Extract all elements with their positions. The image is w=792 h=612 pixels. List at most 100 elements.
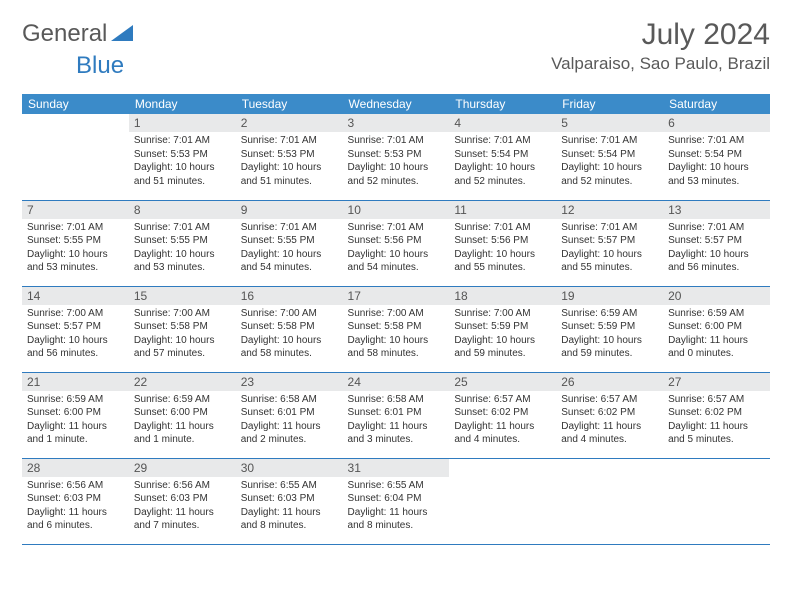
day-cell: 29Sunrise: 6:56 AMSunset: 6:03 PMDayligh… <box>129 458 236 544</box>
day-number: 27 <box>663 373 770 391</box>
day-header: Sunday <box>22 94 129 114</box>
day-number: 13 <box>663 201 770 219</box>
day-number: 15 <box>129 287 236 305</box>
day-cell: 18Sunrise: 7:00 AMSunset: 5:59 PMDayligh… <box>449 286 556 372</box>
day-cell: 3Sunrise: 7:01 AMSunset: 5:53 PMDaylight… <box>343 114 450 200</box>
day-data: Sunrise: 6:55 AMSunset: 6:03 PMDaylight:… <box>236 477 343 535</box>
day-number: 11 <box>449 201 556 219</box>
day-number: 23 <box>236 373 343 391</box>
day-cell: 7Sunrise: 7:01 AMSunset: 5:55 PMDaylight… <box>22 200 129 286</box>
day-cell: 25Sunrise: 6:57 AMSunset: 6:02 PMDayligh… <box>449 372 556 458</box>
week-row: 21Sunrise: 6:59 AMSunset: 6:00 PMDayligh… <box>22 372 770 458</box>
day-data: Sunrise: 6:59 AMSunset: 5:59 PMDaylight:… <box>556 305 663 363</box>
day-data: Sunrise: 7:01 AMSunset: 5:57 PMDaylight:… <box>556 219 663 277</box>
day-data: Sunrise: 7:00 AMSunset: 5:57 PMDaylight:… <box>22 305 129 363</box>
day-data: Sunrise: 6:55 AMSunset: 6:04 PMDaylight:… <box>343 477 450 535</box>
day-number: 18 <box>449 287 556 305</box>
day-cell: 16Sunrise: 7:00 AMSunset: 5:58 PMDayligh… <box>236 286 343 372</box>
day-data: Sunrise: 6:59 AMSunset: 6:00 PMDaylight:… <box>22 391 129 449</box>
day-data: Sunrise: 7:00 AMSunset: 5:58 PMDaylight:… <box>129 305 236 363</box>
day-header-row: Sunday Monday Tuesday Wednesday Thursday… <box>22 94 770 114</box>
day-data: Sunrise: 7:00 AMSunset: 5:58 PMDaylight:… <box>236 305 343 363</box>
day-number <box>22 114 129 132</box>
week-row: 7Sunrise: 7:01 AMSunset: 5:55 PMDaylight… <box>22 200 770 286</box>
week-row: 1Sunrise: 7:01 AMSunset: 5:53 PMDaylight… <box>22 114 770 200</box>
day-number: 8 <box>129 201 236 219</box>
week-row: 28Sunrise: 6:56 AMSunset: 6:03 PMDayligh… <box>22 458 770 544</box>
day-number: 19 <box>556 287 663 305</box>
day-number: 4 <box>449 114 556 132</box>
day-header: Friday <box>556 94 663 114</box>
day-cell: 1Sunrise: 7:01 AMSunset: 5:53 PMDaylight… <box>129 114 236 200</box>
week-row: 14Sunrise: 7:00 AMSunset: 5:57 PMDayligh… <box>22 286 770 372</box>
day-data: Sunrise: 7:00 AMSunset: 5:58 PMDaylight:… <box>343 305 450 363</box>
day-number: 2 <box>236 114 343 132</box>
day-cell: 13Sunrise: 7:01 AMSunset: 5:57 PMDayligh… <box>663 200 770 286</box>
day-cell: 14Sunrise: 7:00 AMSunset: 5:57 PMDayligh… <box>22 286 129 372</box>
day-data: Sunrise: 7:01 AMSunset: 5:56 PMDaylight:… <box>449 219 556 277</box>
day-number: 16 <box>236 287 343 305</box>
day-cell: 27Sunrise: 6:57 AMSunset: 6:02 PMDayligh… <box>663 372 770 458</box>
day-number: 25 <box>449 373 556 391</box>
day-cell: 10Sunrise: 7:01 AMSunset: 5:56 PMDayligh… <box>343 200 450 286</box>
day-cell: 19Sunrise: 6:59 AMSunset: 5:59 PMDayligh… <box>556 286 663 372</box>
day-number: 24 <box>343 373 450 391</box>
day-data: Sunrise: 7:01 AMSunset: 5:57 PMDaylight:… <box>663 219 770 277</box>
day-cell: 24Sunrise: 6:58 AMSunset: 6:01 PMDayligh… <box>343 372 450 458</box>
day-cell <box>22 114 129 200</box>
day-cell: 30Sunrise: 6:55 AMSunset: 6:03 PMDayligh… <box>236 458 343 544</box>
day-number: 3 <box>343 114 450 132</box>
day-data: Sunrise: 7:01 AMSunset: 5:53 PMDaylight:… <box>236 132 343 190</box>
day-cell: 26Sunrise: 6:57 AMSunset: 6:02 PMDayligh… <box>556 372 663 458</box>
day-number: 10 <box>343 201 450 219</box>
day-cell: 20Sunrise: 6:59 AMSunset: 6:00 PMDayligh… <box>663 286 770 372</box>
day-data: Sunrise: 6:57 AMSunset: 6:02 PMDaylight:… <box>449 391 556 449</box>
day-cell: 6Sunrise: 7:01 AMSunset: 5:54 PMDaylight… <box>663 114 770 200</box>
calendar-table: Sunday Monday Tuesday Wednesday Thursday… <box>22 94 770 545</box>
day-cell: 11Sunrise: 7:01 AMSunset: 5:56 PMDayligh… <box>449 200 556 286</box>
day-number: 29 <box>129 459 236 477</box>
day-data: Sunrise: 6:59 AMSunset: 6:00 PMDaylight:… <box>129 391 236 449</box>
day-cell: 2Sunrise: 7:01 AMSunset: 5:53 PMDaylight… <box>236 114 343 200</box>
day-cell <box>663 458 770 544</box>
day-cell: 23Sunrise: 6:58 AMSunset: 6:01 PMDayligh… <box>236 372 343 458</box>
day-number: 5 <box>556 114 663 132</box>
day-number: 22 <box>129 373 236 391</box>
day-data: Sunrise: 6:56 AMSunset: 6:03 PMDaylight:… <box>129 477 236 535</box>
logo-text-blue: Blue <box>76 52 124 79</box>
day-cell: 9Sunrise: 7:01 AMSunset: 5:55 PMDaylight… <box>236 200 343 286</box>
logo-triangle-icon <box>111 23 133 46</box>
day-cell: 17Sunrise: 7:00 AMSunset: 5:58 PMDayligh… <box>343 286 450 372</box>
day-data: Sunrise: 7:01 AMSunset: 5:55 PMDaylight:… <box>236 219 343 277</box>
day-header: Tuesday <box>236 94 343 114</box>
day-number <box>556 459 663 477</box>
day-cell: 28Sunrise: 6:56 AMSunset: 6:03 PMDayligh… <box>22 458 129 544</box>
day-header: Thursday <box>449 94 556 114</box>
day-data: Sunrise: 6:56 AMSunset: 6:03 PMDaylight:… <box>22 477 129 535</box>
day-number: 17 <box>343 287 450 305</box>
day-number: 26 <box>556 373 663 391</box>
day-number: 30 <box>236 459 343 477</box>
day-data: Sunrise: 6:58 AMSunset: 6:01 PMDaylight:… <box>236 391 343 449</box>
day-number: 9 <box>236 201 343 219</box>
day-data: Sunrise: 7:01 AMSunset: 5:54 PMDaylight:… <box>449 132 556 190</box>
day-number: 20 <box>663 287 770 305</box>
day-number: 14 <box>22 287 129 305</box>
logo-text-general: General <box>22 20 107 48</box>
day-cell: 12Sunrise: 7:01 AMSunset: 5:57 PMDayligh… <box>556 200 663 286</box>
day-data: Sunrise: 7:01 AMSunset: 5:55 PMDaylight:… <box>129 219 236 277</box>
day-number: 6 <box>663 114 770 132</box>
day-data: Sunrise: 6:57 AMSunset: 6:02 PMDaylight:… <box>556 391 663 449</box>
day-number: 21 <box>22 373 129 391</box>
day-number: 28 <box>22 459 129 477</box>
day-cell: 22Sunrise: 6:59 AMSunset: 6:00 PMDayligh… <box>129 372 236 458</box>
day-data: Sunrise: 7:01 AMSunset: 5:53 PMDaylight:… <box>129 132 236 190</box>
day-cell: 31Sunrise: 6:55 AMSunset: 6:04 PMDayligh… <box>343 458 450 544</box>
day-header: Saturday <box>663 94 770 114</box>
day-data: Sunrise: 7:01 AMSunset: 5:56 PMDaylight:… <box>343 219 450 277</box>
day-data: Sunrise: 7:01 AMSunset: 5:55 PMDaylight:… <box>22 219 129 277</box>
day-cell <box>449 458 556 544</box>
day-number <box>663 459 770 477</box>
day-number: 12 <box>556 201 663 219</box>
day-data: Sunrise: 7:01 AMSunset: 5:54 PMDaylight:… <box>663 132 770 190</box>
